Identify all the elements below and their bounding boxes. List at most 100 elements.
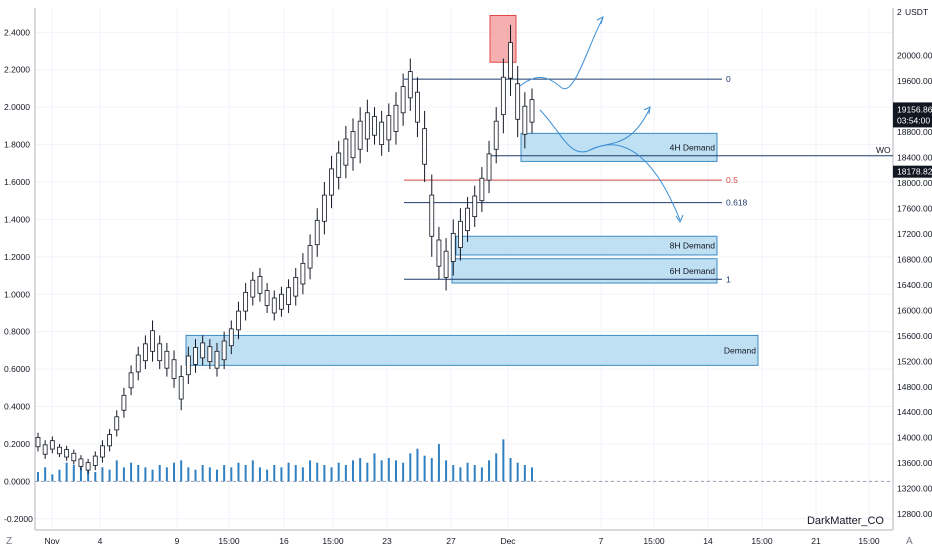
- volume-bar: [523, 465, 526, 482]
- candle-body: [436, 239, 442, 267]
- candle-body: [321, 194, 327, 222]
- x-axis-tick-label: 9: [175, 536, 180, 546]
- candle-body: [236, 310, 241, 331]
- candle-body: [228, 328, 234, 347]
- volume-bar: [137, 465, 140, 482]
- candle-body: [300, 262, 306, 285]
- right-axis-tick-label: 14400.00: [897, 407, 932, 417]
- candle-body: [515, 83, 521, 120]
- volume-bar: [287, 462, 290, 482]
- candle-body: [85, 462, 91, 471]
- volume-bar: [337, 462, 340, 482]
- x-axis-tick-label: 16: [279, 536, 289, 546]
- candle-body: [450, 233, 456, 262]
- demand-zone-label: 4H Demand: [670, 142, 716, 152]
- candle-body: [293, 277, 299, 297]
- left-axis-tick-label: 1.8000: [4, 140, 30, 150]
- candle-body: [200, 342, 206, 359]
- left-axis-tick-label: 1.6000: [4, 177, 30, 187]
- candle-body: [350, 131, 356, 159]
- volume-bar: [65, 462, 68, 482]
- bottom-left-corner-icon[interactable]: Z: [6, 536, 13, 547]
- volume-bar: [437, 444, 440, 482]
- volume-bar: [459, 467, 462, 482]
- volume-bar: [373, 453, 376, 482]
- candle-body: [336, 152, 342, 178]
- volume-bar: [366, 462, 369, 482]
- candle-body: [314, 219, 320, 246]
- right-axis-unit-label: USDT: [905, 7, 928, 17]
- candle-body: [458, 220, 463, 248]
- x-axis-tick-label: 15:00: [322, 536, 344, 546]
- volume-bar: [416, 448, 419, 482]
- volume-bar: [158, 465, 161, 482]
- volume-bar: [531, 467, 533, 482]
- left-axis-tick-label: 1.0000: [4, 289, 30, 299]
- demand-zone: [455, 235, 718, 256]
- candle-body: [465, 207, 470, 232]
- left-axis-tick-label: 2.4000: [4, 27, 30, 37]
- x-axis-tick-label: 21: [811, 536, 821, 546]
- volume-bar: [452, 465, 455, 482]
- volume-bar: [330, 467, 333, 482]
- candle-body: [329, 168, 334, 196]
- volume-bar: [223, 465, 226, 482]
- right-axis-tick-label: 16800.00: [897, 254, 932, 264]
- demand-zone-label: 8H Demand: [670, 241, 716, 251]
- right-axis-tick-label: 19600.00: [897, 76, 932, 86]
- volume-bar: [323, 465, 326, 482]
- volume-bar: [488, 460, 491, 482]
- x-axis-tick-label: 15:00: [643, 536, 665, 546]
- candle-body: [522, 105, 528, 135]
- candle-body: [415, 91, 420, 123]
- left-axis-tick-label: 2.2000: [4, 65, 30, 75]
- candle-body: [142, 343, 148, 362]
- right-axis-tick-label: 16400.00: [897, 280, 932, 290]
- volume-bar: [144, 467, 147, 482]
- candle-body: [493, 120, 499, 150]
- candle-body: [135, 354, 141, 373]
- volume-bar: [301, 467, 304, 482]
- left-axis-tick-label: 0.6000: [4, 364, 30, 374]
- volume-bar: [130, 462, 133, 482]
- candle-body: [193, 347, 198, 365]
- candle-body: [443, 250, 449, 278]
- candle-body: [78, 458, 84, 467]
- right-axis-tick-label: 14800.00: [897, 382, 932, 392]
- candle-body: [529, 99, 535, 123]
- volume-bar: [187, 467, 190, 482]
- volume-bar: [44, 467, 47, 482]
- volume-bar: [359, 458, 362, 482]
- candle-body: [400, 86, 406, 114]
- candle-body: [479, 177, 485, 202]
- candle-body: [257, 276, 263, 294]
- volume-bar: [79, 467, 82, 482]
- candle-body: [407, 71, 413, 99]
- bottom-right-auto-icon[interactable]: A: [906, 536, 913, 547]
- right-axis-tick-label: 18000.00: [897, 178, 932, 188]
- volume-bar: [251, 460, 254, 482]
- candle-body: [150, 330, 155, 352]
- candle-body: [128, 372, 134, 389]
- projection-arrowhead: [675, 214, 684, 224]
- volume-bar: [72, 465, 75, 482]
- projection-arrowhead: [643, 106, 651, 115]
- volume-bar: [316, 462, 319, 482]
- volume-bar: [244, 465, 247, 482]
- wo-price-label: 18178.82: [897, 167, 932, 177]
- fib-level-label: 0.5: [726, 175, 738, 185]
- left-axis-tick-label: -0.2000: [4, 514, 33, 524]
- x-axis-tick-label: 15:00: [858, 536, 880, 546]
- candle-body: [271, 297, 277, 314]
- left-axis-tick-label: 0.0000: [4, 476, 30, 486]
- volume-bar: [151, 469, 154, 482]
- candle-body: [357, 120, 363, 150]
- candle-body: [71, 452, 77, 462]
- volume-bar: [173, 462, 176, 482]
- candle-body: [508, 42, 513, 79]
- candle-body: [49, 440, 55, 450]
- right-axis-tick-label: 16000.00: [897, 305, 932, 315]
- candle-body: [486, 153, 492, 181]
